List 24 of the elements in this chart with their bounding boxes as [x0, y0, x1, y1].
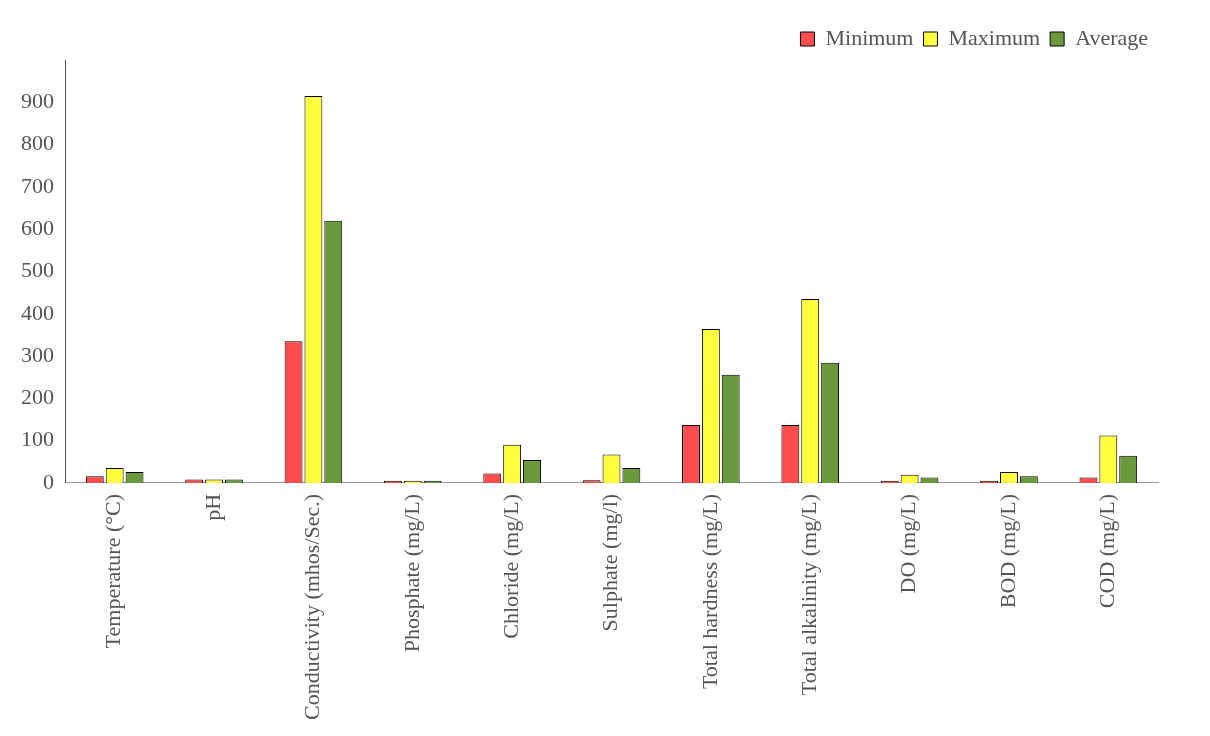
y-tick-label: 300 [21, 341, 54, 367]
x-tick-label: Sulphate (mg/l) [597, 493, 623, 632]
y-tick-label: 200 [21, 384, 54, 410]
y-tick-label: 900 [21, 88, 54, 114]
x-tick-label: Conductivity (mhos/Sec.) [299, 493, 325, 720]
x-tick-label: Chloride (mg/L) [497, 493, 523, 639]
x-tick-label: pH [199, 493, 225, 521]
x-tick-label: COD (mg/L) [1094, 493, 1120, 609]
x-tick-label: Phosphate (mg/L) [398, 493, 424, 653]
x-tick-label: Total alkalinity (mg/L) [796, 493, 822, 696]
legend-label: Average [1075, 24, 1148, 50]
y-tick-label: 500 [21, 257, 54, 283]
y-tick-label: 600 [21, 214, 54, 240]
x-tick-label: Total hardness (mg/L) [696, 493, 722, 690]
y-tick-label: 100 [21, 426, 54, 452]
x-tick-label: BOD (mg/L) [994, 493, 1020, 609]
x-tick-label: DO (mg/L) [895, 493, 921, 594]
y-tick-label: 700 [21, 172, 54, 198]
x-tick-label: Temperature (°C) [100, 493, 126, 649]
legend-label: Minimum [825, 24, 914, 50]
y-tick-label: 400 [21, 299, 54, 325]
y-tick-label: 800 [21, 130, 54, 156]
legend-label: Maximum [948, 24, 1041, 50]
y-tick-label: 0 [43, 468, 54, 494]
